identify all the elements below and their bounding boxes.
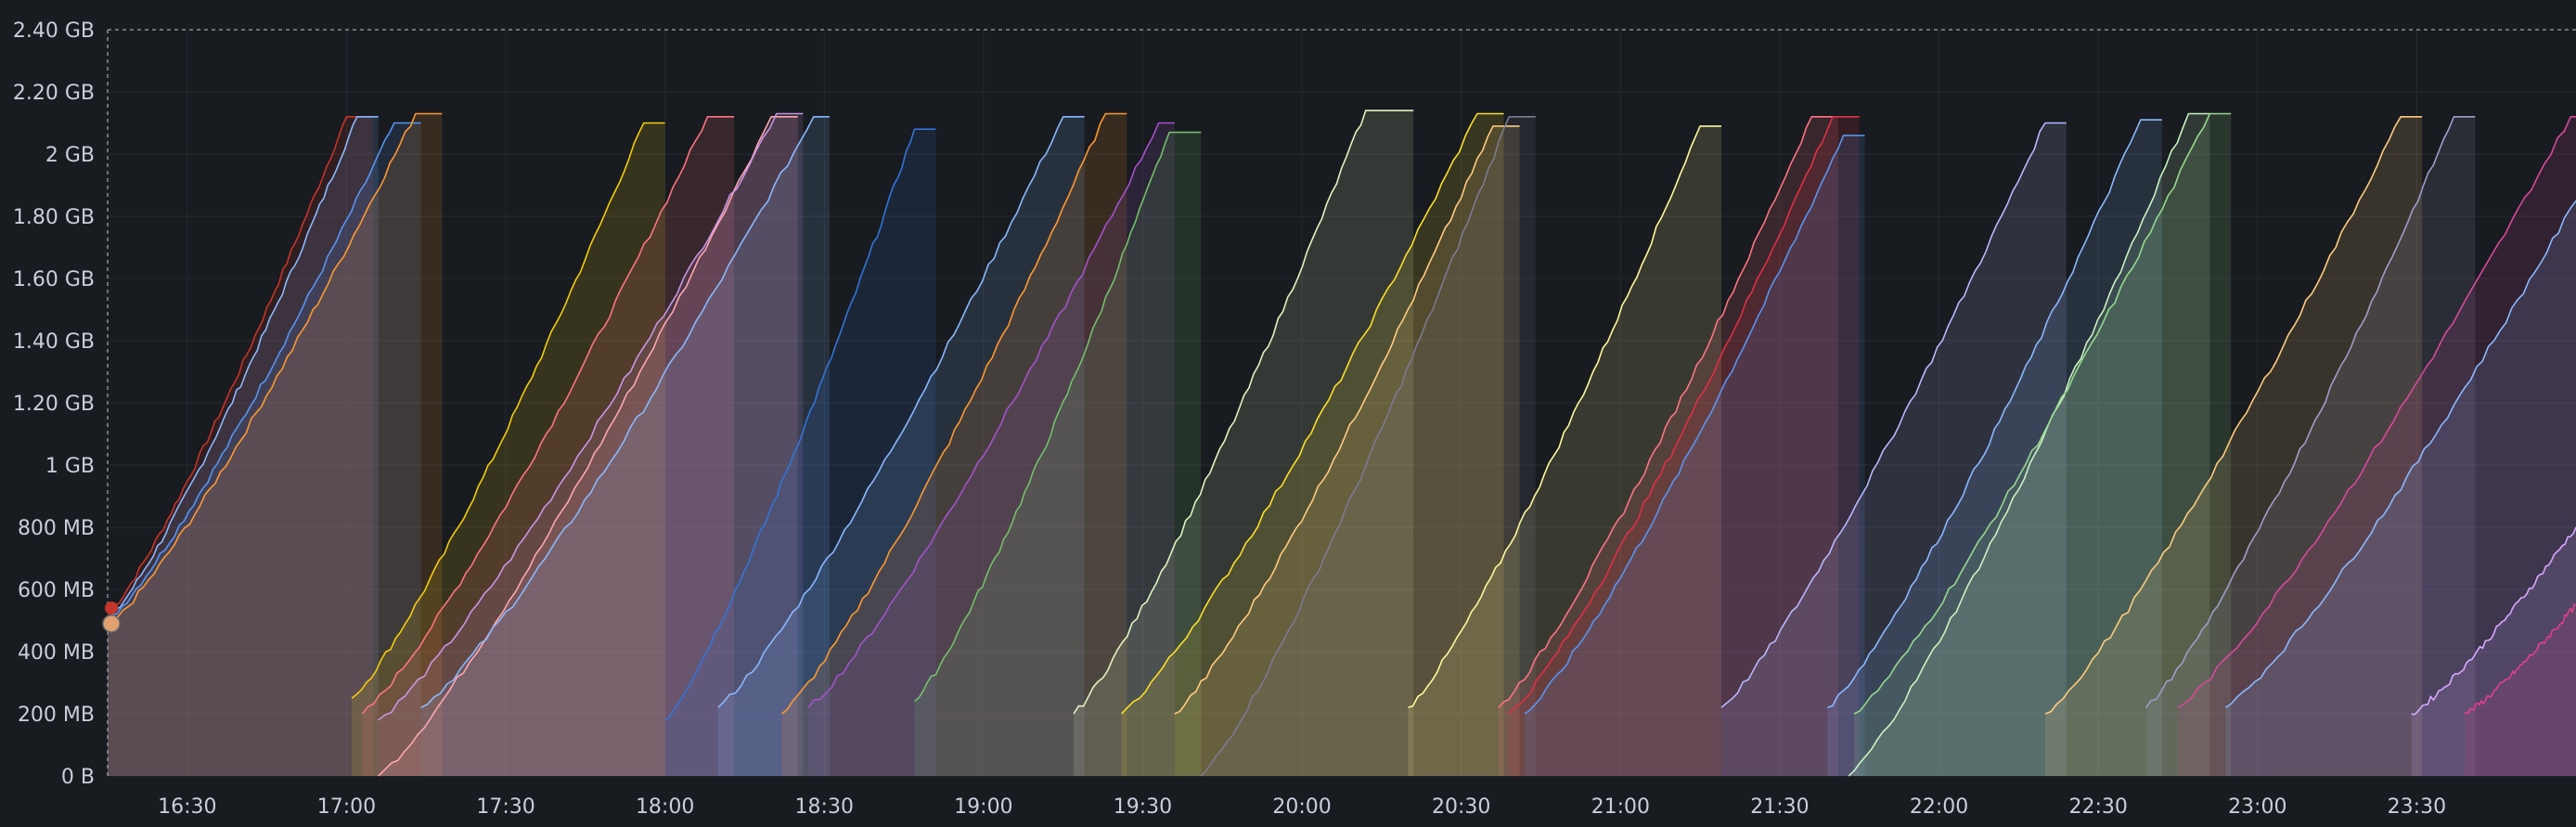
x-tick-label: 19:30 <box>1114 795 1172 819</box>
y-tick-label: 1.40 GB <box>13 330 95 354</box>
x-tick-label: 20:30 <box>1432 795 1490 819</box>
y-tick-label: 1 GB <box>45 455 95 478</box>
y-tick-label: 600 MB <box>18 579 95 602</box>
hover-markers <box>103 601 120 632</box>
hover-marker <box>105 601 118 614</box>
y-tick-label: 400 MB <box>18 641 95 665</box>
y-tick-label: 800 MB <box>18 517 95 540</box>
x-tick-label: 18:00 <box>636 795 694 819</box>
x-tick-label: 19:00 <box>954 795 1012 819</box>
x-tick-label: 17:00 <box>317 795 376 819</box>
x-tick-label: 18:30 <box>795 795 854 819</box>
y-tick-label: 0 B <box>61 766 95 789</box>
x-tick-label: 16:30 <box>158 795 216 819</box>
x-tick-label: 21:00 <box>1591 795 1650 819</box>
x-tick-label: 22:00 <box>1910 795 1968 819</box>
x-tick-label: 20:00 <box>1272 795 1331 819</box>
x-tick-label: 22:30 <box>2068 795 2127 819</box>
x-tick-label: 23:30 <box>2388 795 2446 819</box>
x-tick-label: 17:30 <box>476 795 535 819</box>
y-tick-label: 200 MB <box>18 704 95 727</box>
x-tick-label: 21:30 <box>1750 795 1809 819</box>
x-tick-label: 23:00 <box>2228 795 2286 819</box>
y-tick-label: 2 GB <box>45 144 95 167</box>
y-tick-label: 2.40 GB <box>13 19 95 43</box>
y-tick-label: 2.20 GB <box>13 82 95 105</box>
y-tick-label: 1.20 GB <box>13 393 95 416</box>
y-tick-label: 1.60 GB <box>13 268 95 291</box>
y-tick-label: 1.80 GB <box>13 206 95 229</box>
hover-marker <box>103 615 120 632</box>
